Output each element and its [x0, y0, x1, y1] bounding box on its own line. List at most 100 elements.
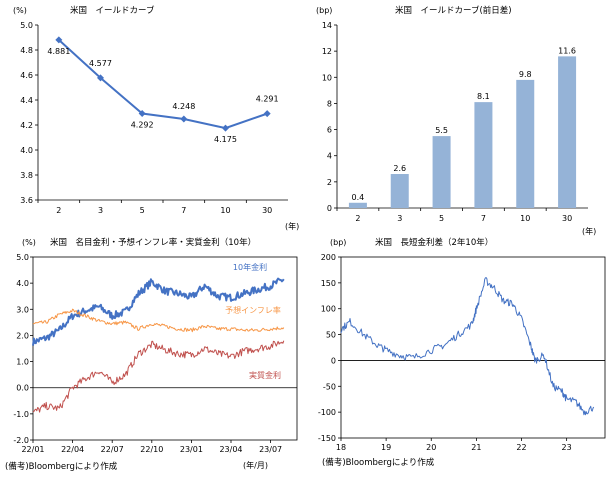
series-line [340, 277, 595, 416]
data-point [97, 74, 104, 82]
x-tick-label: 20 [426, 443, 436, 452]
y-tick-label: -100 [318, 408, 336, 417]
x-tick-label: 10 [520, 214, 530, 223]
x-tick-label: 23/07 [259, 445, 282, 454]
x-tick-label: 5 [439, 214, 444, 223]
series-label: 予想インフレ率 [225, 305, 281, 315]
y-tick-label: 100 [321, 305, 336, 314]
y-tick-label: 1.0 [16, 358, 29, 367]
x-tick-label: 22/04 [61, 445, 84, 454]
x-tick-label: 23/04 [219, 445, 242, 454]
x-unit: (年) [582, 226, 596, 236]
y-tick-label: 0 [331, 356, 336, 365]
bar [474, 102, 493, 208]
y-unit: (bp) [316, 6, 332, 15]
plot-frame [340, 256, 606, 439]
y-tick-label: -1.0 [13, 410, 29, 419]
y-tick-label: -2.0 [13, 436, 29, 445]
y-tick-label: 4.6 [20, 71, 33, 80]
y-unit: (bp) [330, 238, 346, 247]
source-note: (備考)Bloombergにより作成 [5, 461, 118, 472]
data-point [138, 110, 146, 117]
x-tick-label: 22/01 [21, 445, 44, 454]
y-tick-label: 2 [327, 178, 332, 187]
x-tick-label: 30 [562, 214, 572, 223]
bar [348, 202, 367, 208]
x-tick-label: 2 [56, 206, 61, 215]
series-line [32, 277, 285, 346]
data-point [222, 124, 229, 132]
plot-area: -150 -100 -50 0 50 100 150 200 18 19 20 21 22 23 [318, 253, 606, 452]
x-tick-label: 22/07 [101, 445, 124, 454]
y-tick-label: 2.0 [16, 331, 29, 340]
data-label: 2.6 [393, 164, 406, 173]
x-tick-label: 18 [336, 443, 346, 452]
y-tick-label: 10 [322, 73, 332, 82]
plot-frame [32, 256, 298, 441]
x-tick-label: 2 [355, 214, 360, 223]
chart-title: 米国 長短金利差（2年10年） [375, 237, 493, 248]
panel-spread: 米国 長短金利差（2年10年） (bp) (備考)Bloombergにより作成 … [318, 237, 606, 468]
data-label: 11.6 [558, 46, 576, 55]
x-tick-label: 3 [397, 214, 402, 223]
y-tick-label: 3.8 [20, 171, 33, 180]
x-tick-label: 30 [262, 206, 272, 215]
panel-rates: 米国 名目金利・予想インフレ率・実質金利（10年） (%) (年/月) (備考)… [5, 237, 298, 472]
y-tick-label: 4.0 [16, 279, 29, 288]
data-label: 9.8 [519, 70, 532, 79]
x-tick-label: 23/01 [180, 445, 203, 454]
data-point [180, 115, 188, 123]
plot-area: 3.6 3.8 4.0 4.2 4.4 4.6 4.8 5.0 2 3 5 7 10 30 4.881 4.5… [20, 21, 288, 215]
source-note: (備考)Bloombergにより作成 [322, 457, 435, 468]
series-line [32, 340, 285, 413]
panel-yield-change: 米国 イールドカーブ(前日差) (bp) (年) 0 2 4 6 8 10 12 14 0.4 2… [316, 5, 596, 236]
y-tick-label: 6 [327, 126, 332, 135]
y-tick-label: 4.2 [20, 121, 33, 130]
data-label: 8.1 [477, 92, 490, 101]
series-label: 10年金利 [233, 262, 267, 272]
x-tick-label: 22/10 [140, 445, 163, 454]
y-tick-label: 0 [327, 204, 332, 213]
y-unit: (%) [22, 238, 36, 247]
y-unit: (%) [13, 6, 27, 15]
y-tick-label: 50 [326, 331, 336, 340]
y-tick-label: 200 [321, 253, 336, 262]
y-tick-label: 14 [322, 21, 332, 30]
x-unit: (年/月) [243, 460, 268, 470]
y-tick-label: -150 [318, 434, 336, 443]
chart-title: 米国 名目金利・予想インフレ率・実質金利（10年） [50, 237, 256, 248]
plot-area: 0 2 4 6 8 10 12 14 0.4 2 2.6 3 5.5 5 8.1 7 9.8 10 11.6 30 [322, 21, 588, 223]
data-point [55, 36, 63, 44]
y-tick-label: 4.8 [20, 46, 33, 55]
x-tick-label: 5 [140, 206, 145, 215]
y-tick-label: 0.0 [16, 384, 29, 393]
x-tick-label: 22 [516, 443, 526, 452]
chart-title: 米国 イールドカーブ [70, 5, 155, 16]
y-tick-label: 150 [321, 279, 336, 288]
series-label: 実質金利 [249, 370, 281, 380]
bar [558, 56, 577, 208]
x-tick-label: 19 [381, 443, 391, 452]
y-tick-label: 3.0 [16, 305, 29, 314]
bar [432, 136, 451, 208]
panel-yield-curve: 米国 イールドカーブ (%) (年) 3.6 3.8 4.0 4.2 4.4 4.6 4.8… [13, 5, 299, 231]
bar [390, 174, 409, 208]
bar [516, 79, 535, 209]
data-label: 5.5 [435, 126, 448, 135]
plot-area: -2.0 -1.0 0.0 1.0 2.0 3.0 4.0 5.0 22/01 22/04 22/0… [13, 253, 298, 454]
x-tick-label: 10 [220, 206, 230, 215]
y-tick-label: 4.4 [20, 96, 33, 105]
data-label: 4.881 [47, 47, 70, 56]
y-tick-label: 4 [327, 152, 332, 161]
y-tick-label: 4.0 [20, 146, 33, 155]
x-tick-label: 21 [471, 443, 481, 452]
data-label: 4.175 [214, 135, 237, 144]
data-label: 4.577 [89, 59, 112, 68]
data-label: 0.4 [352, 193, 365, 202]
y-tick-label: 12 [322, 47, 332, 56]
x-tick-label: 7 [481, 214, 486, 223]
data-label: 4.248 [172, 102, 195, 111]
y-tick-label: -50 [323, 382, 336, 391]
x-unit: (年) [285, 221, 299, 231]
